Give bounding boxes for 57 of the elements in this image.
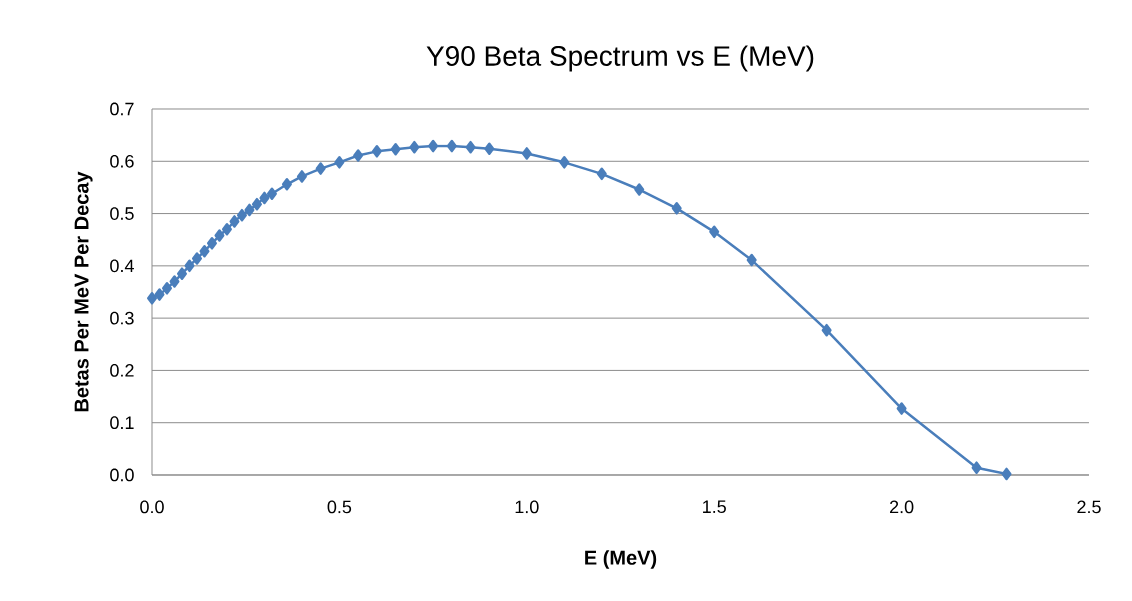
point: [266, 187, 277, 200]
point: [521, 147, 532, 160]
y-tick-label: 0.7: [110, 102, 134, 116]
point: [259, 191, 270, 205]
point: [199, 244, 210, 258]
point: [244, 203, 255, 217]
point: [371, 145, 382, 158]
y-tick-label: 0.2: [110, 364, 134, 377]
point: [176, 267, 187, 280]
point: [390, 143, 401, 156]
point: [162, 282, 172, 295]
point: [1001, 467, 1012, 481]
point: [484, 142, 495, 155]
point: [671, 202, 682, 215]
y-tick-label: 0.3: [110, 311, 134, 325]
point: [559, 156, 570, 169]
y-tick-label: 0.1: [110, 416, 134, 430]
point: [214, 229, 225, 242]
point: [446, 139, 457, 153]
x-tick-label: 1.0: [515, 500, 539, 514]
point: [971, 461, 982, 474]
point: [154, 288, 165, 301]
y-tick-label: 0.4: [110, 259, 134, 273]
x-tick-label: 0.0: [140, 500, 164, 514]
point: [184, 259, 195, 273]
point: [191, 252, 202, 265]
point: [281, 178, 292, 191]
point: [221, 223, 232, 236]
x-tick-label: 2.5: [1077, 500, 1101, 514]
y-tick-label: 0.0: [110, 468, 134, 482]
x-tick-label: 0.5: [327, 500, 352, 514]
point: [428, 139, 439, 153]
x-tick-label: 1.5: [703, 500, 726, 514]
point: [746, 253, 757, 267]
point: [353, 149, 364, 162]
point: [465, 140, 476, 154]
point: [251, 197, 262, 211]
point: [169, 275, 180, 288]
point: [596, 167, 607, 181]
y-tick-label: 0.5: [110, 207, 134, 220]
point: [821, 323, 832, 337]
point: [896, 402, 907, 415]
point: [229, 215, 240, 228]
chart-title: Y90 Beta Spectrum vs E (MeV): [426, 45, 814, 72]
point: [409, 140, 420, 154]
point: [334, 156, 345, 169]
x-tick-label: 2.0: [890, 500, 914, 514]
point: [315, 162, 326, 175]
point: [147, 292, 158, 305]
y-tick-label: 0.6: [110, 154, 134, 168]
point: [634, 183, 645, 196]
x-axis-title: E (MeV): [585, 550, 657, 569]
point: [236, 208, 247, 222]
y-axis-title: Betas Per MeV Per Decay: [74, 171, 93, 412]
point: [709, 225, 720, 239]
point: [206, 237, 217, 250]
point: [296, 170, 307, 183]
